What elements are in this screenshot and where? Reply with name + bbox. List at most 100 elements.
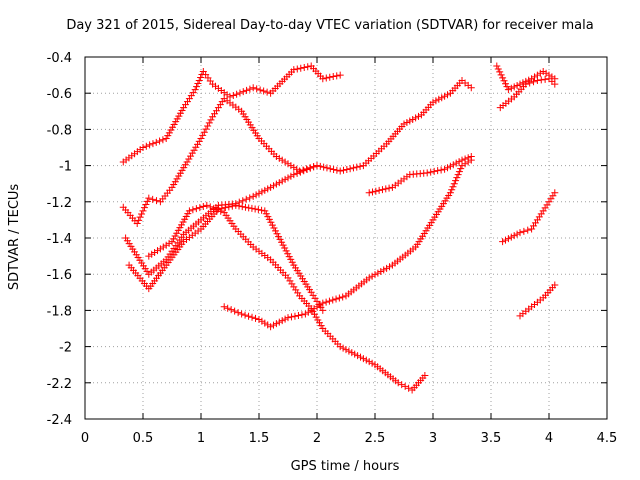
data-point: [290, 283, 298, 291]
data-point: [241, 203, 249, 211]
data-point: [309, 291, 317, 299]
data-point: [365, 358, 373, 366]
data-point: [359, 355, 367, 363]
data-point: [365, 274, 373, 282]
data-point: [258, 188, 266, 196]
series-track-j: [499, 189, 559, 246]
data-point: [143, 197, 151, 205]
data-point: [530, 78, 538, 86]
data-point: [545, 198, 553, 206]
data-point: [446, 189, 454, 197]
data-point: [293, 169, 301, 177]
data-point: [542, 69, 550, 77]
data-point: [271, 227, 279, 235]
data-point: [375, 186, 383, 194]
data-point: [149, 195, 157, 203]
data-point: [432, 97, 440, 105]
data-point: [541, 204, 549, 212]
data-point: [513, 82, 521, 90]
data-point: [211, 110, 219, 118]
data-point: [297, 64, 305, 72]
data-marks-layer: [119, 62, 559, 394]
data-point: [315, 319, 323, 327]
data-point: [285, 253, 293, 261]
data-point: [196, 204, 204, 212]
data-point: [453, 174, 461, 182]
data-point: [288, 258, 296, 266]
data-point: [368, 359, 376, 367]
y-axis-label: SDTVAR / TECUs: [7, 184, 22, 291]
data-point: [423, 169, 431, 177]
data-point: [136, 213, 144, 221]
data-point: [535, 213, 543, 221]
data-point: [133, 220, 141, 228]
data-point: [239, 88, 247, 96]
data-point: [500, 77, 508, 85]
data-point: [189, 89, 197, 97]
data-point: [325, 297, 333, 305]
data-point: [507, 233, 515, 241]
data-point: [354, 352, 362, 360]
data-point: [365, 189, 373, 197]
data-point: [216, 101, 224, 109]
data-point: [192, 205, 200, 213]
data-point: [541, 75, 549, 83]
data-point: [406, 117, 414, 125]
data-point: [293, 65, 301, 73]
data-point: [193, 83, 201, 91]
data-point: [206, 203, 214, 211]
data-point: [307, 306, 315, 314]
data-point: [263, 88, 271, 96]
data-point: [444, 164, 451, 172]
data-point: [218, 204, 226, 212]
data-point: [294, 289, 302, 297]
data-point: [530, 222, 538, 230]
data-point: [292, 286, 300, 294]
data-point: [369, 188, 377, 196]
data-point: [275, 179, 283, 187]
data-point: [537, 210, 545, 218]
data-point: [336, 167, 344, 175]
x-tick-label: 0: [81, 431, 89, 446]
data-point: [326, 165, 334, 173]
data-point: [467, 84, 475, 92]
data-point: [368, 272, 376, 280]
data-point: [265, 215, 273, 223]
data-point: [213, 206, 221, 214]
data-point: [288, 280, 296, 288]
data-point: [539, 207, 547, 215]
data-point: [382, 185, 390, 193]
data-point: [282, 247, 290, 255]
data-point: [248, 204, 256, 212]
data-point: [261, 186, 269, 194]
data-point: [330, 165, 338, 173]
data-point: [452, 159, 460, 167]
data-point: [317, 322, 325, 330]
data-point: [267, 323, 275, 331]
data-point: [194, 80, 202, 88]
data-point: [448, 186, 456, 194]
data-point: [333, 166, 341, 174]
data-point: [300, 63, 308, 71]
data-point: [279, 241, 287, 249]
data-point: [311, 294, 319, 302]
data-point: [510, 232, 518, 240]
data-point: [372, 187, 380, 195]
data-point: [165, 239, 173, 247]
data-point: [449, 161, 457, 169]
data-point: [401, 382, 409, 390]
series-track-g: [365, 153, 475, 197]
data-point: [199, 131, 207, 139]
data-point: [221, 204, 229, 212]
y-tick-label: -1.8: [47, 304, 72, 319]
data-point: [362, 356, 370, 364]
data-point: [339, 293, 347, 301]
data-point: [343, 165, 351, 173]
data-point: [278, 317, 286, 325]
series-track-a: [119, 62, 344, 166]
series-track-d: [145, 201, 429, 394]
data-point: [503, 83, 511, 91]
data-point: [183, 158, 191, 166]
data-point: [533, 77, 541, 85]
data-point: [275, 154, 283, 162]
